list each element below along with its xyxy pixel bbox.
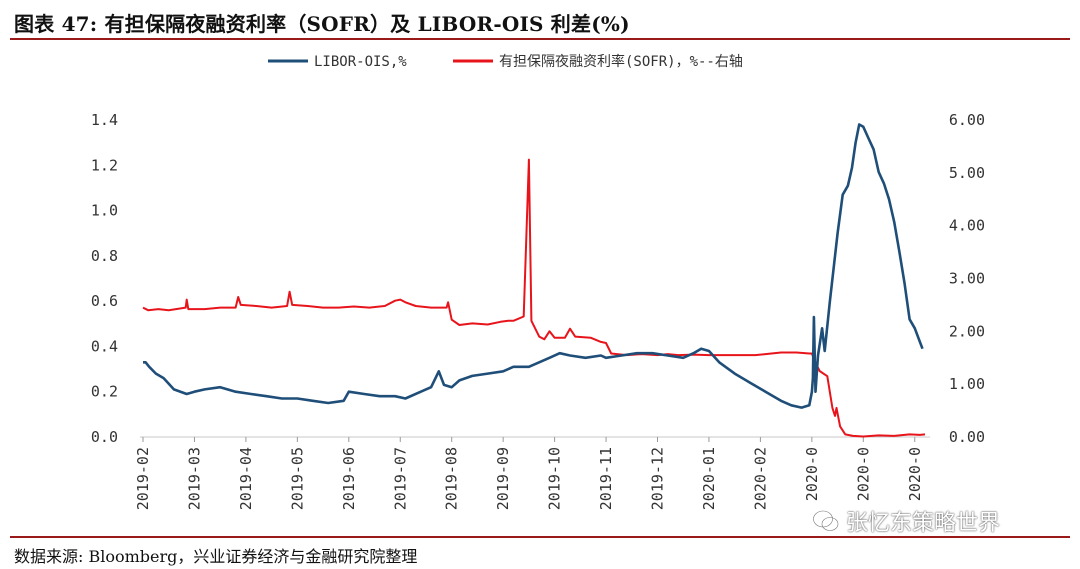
- legend-label-sofr: 有担保隔夜融资利率(SOFR)，%--右轴: [499, 53, 743, 70]
- left-axis: 0.0 0.2 0.4 0.6 0.8 1.0 1.2 1.4: [91, 111, 118, 446]
- left-tick-label: 0.2: [91, 383, 118, 401]
- left-tick-label: 0.6: [91, 292, 118, 310]
- left-tick-label: 1.4: [91, 111, 118, 129]
- x-tick-label: 2019-06: [340, 447, 358, 510]
- series-line-libor-ois: [143, 123, 924, 409]
- x-tick-label: 2020-0: [854, 447, 872, 501]
- title-divider: [10, 38, 1070, 40]
- left-tick-label: 0.8: [91, 247, 118, 265]
- right-axis: 0.00 1.00 2.00 3.00 4.00 5.00 6.00: [949, 111, 985, 446]
- x-tick-label: 2019-02: [134, 447, 152, 510]
- x-tick-label: 2020-02: [751, 447, 769, 510]
- right-tick-label: 2.00: [949, 322, 985, 340]
- right-tick-label: 4.00: [949, 217, 985, 235]
- right-tick-label: 3.00: [949, 270, 985, 288]
- left-tick-label: 1.0: [91, 202, 118, 220]
- left-tick-label: 1.2: [91, 156, 118, 174]
- right-tick-label: 5.00: [949, 164, 985, 182]
- x-tick-label: 2019-07: [391, 447, 409, 510]
- x-tick-label: 2019-11: [597, 447, 615, 510]
- source-note: 数据来源: Bloomberg，兴业证券经济与金融研究院整理: [14, 547, 418, 566]
- right-tick-label: 1.00: [949, 375, 985, 393]
- left-tick-label: 0.0: [91, 428, 118, 446]
- legend-label-libor-ois: LIBOR-OIS,%: [314, 54, 407, 70]
- x-axis: 2019-02 2019-03 2019-04 2019-05 2019-06 2019-…: [134, 437, 924, 510]
- source-divider: [10, 536, 1070, 538]
- watermark-text: 张忆东策略世界: [846, 511, 1001, 536]
- x-tick-label: 2019-03: [185, 447, 203, 510]
- watermark: 张忆东策略世界: [812, 505, 1000, 537]
- left-tick-label: 0.4: [91, 337, 118, 355]
- x-tick-label: 2019-09: [494, 447, 512, 510]
- x-tick-label: 2019-10: [546, 447, 564, 510]
- wechat-icon: [812, 510, 839, 532]
- x-tick-label: 2020-0: [906, 447, 924, 501]
- line-chart: LIBOR-OIS,% 有担保隔夜融资利率(SOFR)，%--右轴 0.0 0.2…: [91, 53, 985, 510]
- x-tick-label: 2019-12: [649, 447, 667, 510]
- right-tick-label: 0.00: [949, 428, 985, 446]
- chart-title: 图表 47: 有担保隔夜融资利率（SOFR）及 LIBOR-OIS 利差(%): [14, 12, 630, 36]
- x-tick-label: 2020-01: [700, 447, 718, 510]
- x-tick-label: 2019-05: [288, 447, 306, 510]
- x-tick-label: 2020-0: [803, 447, 821, 501]
- right-tick-label: 6.00: [949, 111, 985, 129]
- x-tick-label: 2019-04: [237, 447, 255, 510]
- x-tick-label: 2019-08: [443, 447, 461, 510]
